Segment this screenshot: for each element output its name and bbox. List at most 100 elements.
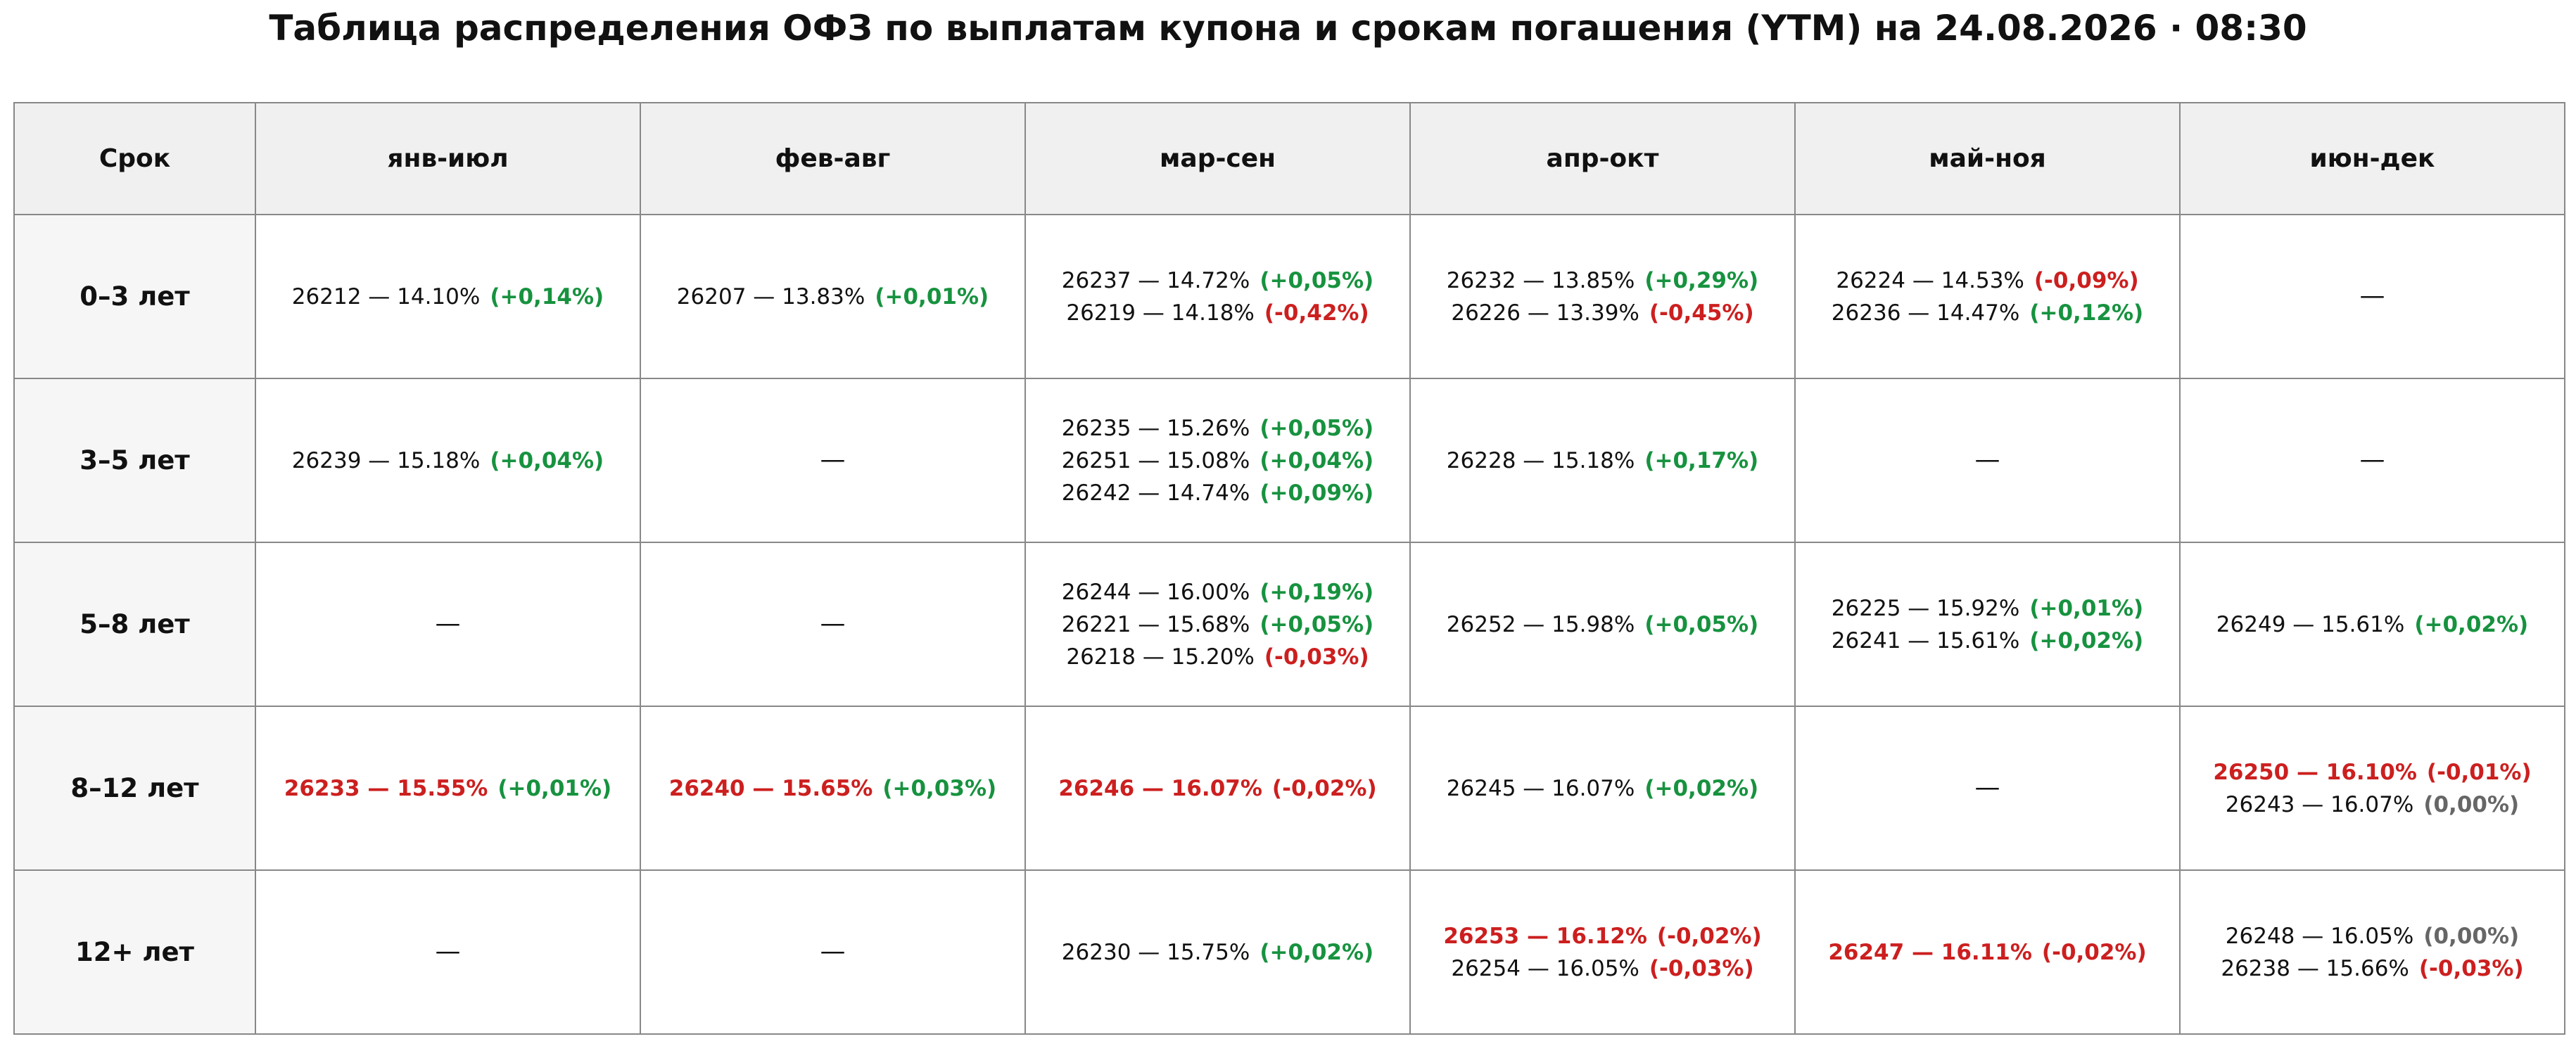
yield-change: (+0,04%) <box>490 447 604 473</box>
bond-entry: 26242 — 14.74% (+0,09%) <box>1026 477 1409 509</box>
bond-entry: 26233 — 15.55% (+0,01%) <box>256 772 640 805</box>
table-row: 5–8 лет — — 26244 — 16.00% (+0,19%) 26221 — 1… <box>13 542 2565 707</box>
bond-entry: 26253 — 16.12% (-0,02%) <box>1411 920 1794 952</box>
cell: — <box>640 378 1026 543</box>
cell: 26224 — 14.53% (-0,09%) 26236 — 14.47% (+0,… <box>1794 214 2181 379</box>
row-label: 0–3 лет <box>13 214 256 379</box>
yield-change: (+0,01%) <box>2029 595 2144 621</box>
yield-change: (-0,09%) <box>2033 267 2139 293</box>
bond-entry: 26251 — 15.08% (+0,04%) <box>1026 445 1409 477</box>
cell: 26239 — 15.18% (+0,04%) <box>255 378 641 543</box>
cell: 26237 — 14.72% (+0,05%) 26219 — 14.18% (-0,… <box>1024 214 1411 379</box>
yield-change: (+0,12%) <box>2029 300 2144 326</box>
yield-change: (+0,17%) <box>1644 447 1759 473</box>
yield-change: (+0,09%) <box>1260 480 1374 506</box>
bond-yield: 26244 — 16.00% <box>1061 579 1250 605</box>
page-title: Таблица распределения ОФЗ по выплатам ку… <box>269 8 2307 49</box>
bond-yield: 26240 — 15.65% <box>668 775 873 801</box>
row-label: 12+ лет <box>13 869 256 1035</box>
column-header: фев-авг <box>640 102 1026 215</box>
yield-change: (+0,14%) <box>490 283 604 310</box>
yield-change: (+0,01%) <box>497 775 612 801</box>
bond-entry: 26239 — 15.18% (+0,04%) <box>256 445 640 477</box>
column-header: мар-сен <box>1024 102 1411 215</box>
empty-mark: — <box>2359 445 2385 474</box>
bond-yield: 26246 — 16.07% <box>1058 775 1262 801</box>
empty-mark: — <box>435 937 461 966</box>
cell: 26249 — 15.61% (+0,02%) <box>2179 542 2565 707</box>
bond-entry: 26235 — 15.26% (+0,05%) <box>1026 412 1409 445</box>
cell: 26246 — 16.07% (-0,02%) <box>1024 706 1411 871</box>
bond-entry: 26247 — 16.11% (-0,02%) <box>1796 936 2179 969</box>
bond-yield: 26253 — 16.12% <box>1443 923 1647 949</box>
yield-change: (-0,42%) <box>1264 300 1369 326</box>
bond-entry: 26248 — 16.05% (0,00%) <box>2181 920 2564 952</box>
empty-mark: — <box>820 609 846 638</box>
empty-mark: — <box>820 445 846 474</box>
cell: 26212 — 14.10% (+0,14%) <box>255 214 641 379</box>
yield-change: (0,00%) <box>2423 791 2520 817</box>
yield-change: (+0,05%) <box>1260 267 1374 293</box>
bond-entry: 26252 — 15.98% (+0,05%) <box>1411 608 1794 641</box>
empty-mark: — <box>820 937 846 966</box>
cell: — <box>255 869 641 1035</box>
bond-yield: 26245 — 16.07% <box>1446 775 1635 801</box>
bond-yield: 26249 — 15.61% <box>2216 611 2405 637</box>
bond-yield: 26235 — 15.26% <box>1061 415 1250 441</box>
bond-entry: 26228 — 15.18% (+0,17%) <box>1411 445 1794 477</box>
bond-entry: 26237 — 14.72% (+0,05%) <box>1026 264 1409 297</box>
bond-yield: 26247 — 16.11% <box>1828 939 2032 965</box>
bond-yield: 26226 — 13.39% <box>1451 300 1639 326</box>
yield-change: (+0,04%) <box>1260 447 1374 473</box>
yield-change: (-0,02%) <box>1656 923 1762 949</box>
cell: 26250 — 16.10% (-0,01%) 26243 — 16.07% (0,0… <box>2179 706 2565 871</box>
yield-change: (-0,02%) <box>2041 939 2147 965</box>
yield-change: (+0,01%) <box>875 283 989 310</box>
yield-change: (+0,05%) <box>1260 611 1374 637</box>
bond-entry: 26244 — 16.00% (+0,19%) <box>1026 576 1409 608</box>
cell: 26253 — 16.12% (-0,02%) 26254 — 16.05% (-0,… <box>1409 869 1796 1035</box>
cell: 26232 — 13.85% (+0,29%) 26226 — 13.39% (-0,… <box>1409 214 1796 379</box>
bond-yield: 26252 — 15.98% <box>1446 611 1635 637</box>
cell: — <box>1794 706 2181 871</box>
yield-change: (+0,02%) <box>2414 611 2529 637</box>
bond-yield: 26243 — 16.07% <box>2225 791 2414 817</box>
yield-change: (+0,05%) <box>1260 415 1374 441</box>
column-header: апр-окт <box>1409 102 1796 215</box>
bond-yield: 26248 — 16.05% <box>2225 923 2414 949</box>
cell: 26252 — 15.98% (+0,05%) <box>1409 542 1796 707</box>
row-label: 8–12 лет <box>13 706 256 871</box>
empty-mark: — <box>435 609 461 638</box>
table-row: 8–12 лет 26233 — 15.55% (+0,01%) 26240 — 15… <box>13 706 2565 871</box>
cell: 26207 — 13.83% (+0,01%) <box>640 214 1026 379</box>
cell: — <box>255 542 641 707</box>
cell: 26233 — 15.55% (+0,01%) <box>255 706 641 871</box>
bond-yield: 26224 — 14.53% <box>1836 267 2024 293</box>
header-row: Срок янв-июл фев-авг мар-сен апр-окт май-ноя и… <box>13 102 2565 215</box>
bond-entry: 26224 — 14.53% (-0,09%) <box>1796 264 2179 297</box>
cell: 26228 — 15.18% (+0,17%) <box>1409 378 1796 543</box>
cell: — <box>2179 378 2565 543</box>
bond-yield: 26228 — 15.18% <box>1446 447 1635 473</box>
column-header: май-ноя <box>1794 102 2181 215</box>
yield-change: (+0,02%) <box>2029 627 2144 653</box>
cell: 26230 — 15.75% (+0,02%) <box>1024 869 1411 1035</box>
bond-yield: 26232 — 13.85% <box>1446 267 1635 293</box>
bond-yield: 26212 — 14.10% <box>291 283 481 310</box>
bond-yield: 26238 — 15.66% <box>2221 955 2409 981</box>
bond-entry: 26225 — 15.92% (+0,01%) <box>1796 592 2179 625</box>
cell: 26244 — 16.00% (+0,19%) 26221 — 15.68% (+0,… <box>1024 542 1411 707</box>
yield-change: (+0,02%) <box>1260 939 1374 965</box>
bond-entry: 26221 — 15.68% (+0,05%) <box>1026 608 1409 641</box>
bond-yield: 26219 — 14.18% <box>1066 300 1255 326</box>
yield-change: (-0,02%) <box>1271 775 1377 801</box>
bond-entry: 26243 — 16.07% (0,00%) <box>2181 789 2564 821</box>
cell: 26245 — 16.07% (+0,02%) <box>1409 706 1796 871</box>
bond-yield: 26251 — 15.08% <box>1061 447 1250 473</box>
bond-yield: 26233 — 15.55% <box>284 775 488 801</box>
bond-yield: 26242 — 14.74% <box>1061 480 1250 506</box>
cell: — <box>2179 214 2565 379</box>
yield-change: (-0,03%) <box>1264 644 1369 670</box>
bond-yield: 26230 — 15.75% <box>1061 939 1250 965</box>
